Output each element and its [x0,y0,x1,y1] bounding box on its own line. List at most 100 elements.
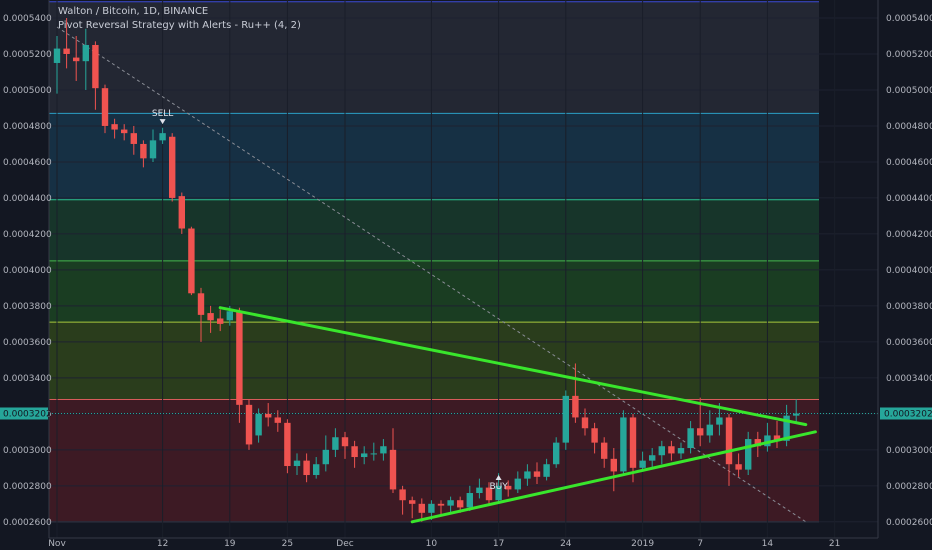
candle-9[interactable] [140,140,147,168]
candle-63[interactable] [658,440,665,465]
candle-body-2 [73,57,80,62]
candle-6[interactable] [111,118,118,139]
candle-65[interactable] [677,442,685,459]
last-price-tag-left [0,407,48,420]
candle-22[interactable] [265,403,272,427]
candle-56[interactable] [591,422,598,454]
candle-7[interactable] [121,124,128,141]
candle-11[interactable] [159,127,166,144]
candle-body-30 [341,437,349,447]
y-tick-right-11: 0.0004800 [886,122,932,132]
candle-body-33 [370,453,377,455]
candle-35[interactable] [389,428,397,494]
candle-body-10 [149,140,157,159]
candle-43[interactable] [466,485,473,512]
candle-24[interactable] [284,419,291,474]
indicator-title[interactable]: Pivot Reversal Strategy with Alerts - Ru… [58,20,301,31]
candle-36[interactable] [399,485,406,515]
candle-77[interactable] [793,399,800,423]
candle-body-28 [322,449,329,465]
candle-59[interactable] [620,410,627,476]
candle-body-21 [255,413,262,436]
candle-57[interactable] [601,437,608,468]
candle-55[interactable] [581,408,589,436]
candle-21[interactable] [255,408,262,443]
candle-71[interactable] [735,453,742,477]
x-tick-3: 25 [282,539,293,549]
candle-41[interactable] [447,496,454,513]
candle-51[interactable] [543,458,550,481]
price-axis-left[interactable]: 0.00026000.00028000.00030000.00032000.00… [3,0,52,538]
candle-3[interactable] [82,28,89,90]
candle-2[interactable] [73,35,80,81]
candle-68[interactable] [706,410,713,443]
candle-14[interactable] [188,226,195,296]
candle-body-36 [399,489,406,501]
candle-8[interactable] [130,125,137,155]
candle-64[interactable] [668,440,675,461]
trendline-upper[interactable] [218,306,808,427]
time-axis[interactable]: Nov 12 19 25 Dec 10 17 24 2019 7 14 21 [48,537,878,549]
candle-32[interactable] [361,446,368,465]
candle-body-13 [178,196,185,229]
candle-body-54 [572,395,579,418]
candle-47[interactable] [505,480,512,497]
symbol-title[interactable]: Walton / Bitcoin, 1D, BINANCE [58,6,209,17]
candle-45[interactable] [485,482,493,506]
candle-4[interactable] [92,41,99,110]
candle-37[interactable] [409,496,416,519]
candle-60[interactable] [629,413,637,483]
candle-38[interactable] [418,498,425,522]
candle-28[interactable] [322,435,329,472]
candle-10[interactable] [149,129,157,162]
candle-44[interactable] [476,478,483,499]
candle-62[interactable] [649,448,656,468]
trendline-lower[interactable] [410,430,817,524]
candle-75[interactable] [773,421,781,449]
candle-29[interactable] [332,428,339,458]
candle-34[interactable] [380,439,387,461]
candle-61[interactable] [639,451,646,472]
candle-40[interactable] [437,500,445,515]
candle-12[interactable] [169,133,176,202]
candle-53[interactable] [562,390,569,450]
candle-20[interactable] [245,399,253,450]
candle-30[interactable] [341,431,349,459]
candle-0[interactable] [53,35,61,94]
candle-17[interactable] [217,309,224,332]
y-tick-left-2: 0.0003000 [3,446,52,456]
candle-66[interactable] [687,421,694,454]
candle-58[interactable] [610,448,617,492]
candle-body-12 [169,136,176,198]
candle-19[interactable] [236,307,243,423]
candle-74[interactable] [764,422,771,452]
candle-16[interactable] [207,305,214,333]
candle-72[interactable] [745,431,752,476]
triangle-trendlines[interactable] [218,306,817,524]
candle-49[interactable] [524,464,531,486]
candle-25[interactable] [293,453,301,476]
candle-31[interactable] [351,440,358,468]
y-tick-right-1: 0.0002800 [886,482,932,492]
candle-48[interactable] [514,471,521,494]
candle-1[interactable] [63,17,70,69]
candle-body-75 [773,435,781,441]
candle-50[interactable] [533,462,541,485]
candle-body-67 [697,428,704,436]
candle-26[interactable] [303,453,310,483]
y-tick-left-1: 0.0002800 [3,482,52,492]
candle-27[interactable] [313,457,320,479]
candle-67[interactable] [697,397,704,447]
candle-54[interactable] [572,363,579,423]
candle-15[interactable] [197,287,205,342]
candle-body-62 [649,455,656,461]
candle-33[interactable] [370,442,377,461]
candle-body-4 [92,44,99,89]
candle-body-65 [677,448,685,454]
candle-52[interactable] [553,437,560,468]
candle-23[interactable] [274,410,281,432]
x-tick-9: 7 [697,539,703,549]
candle-13[interactable] [178,192,185,234]
candle-5[interactable] [101,84,109,134]
